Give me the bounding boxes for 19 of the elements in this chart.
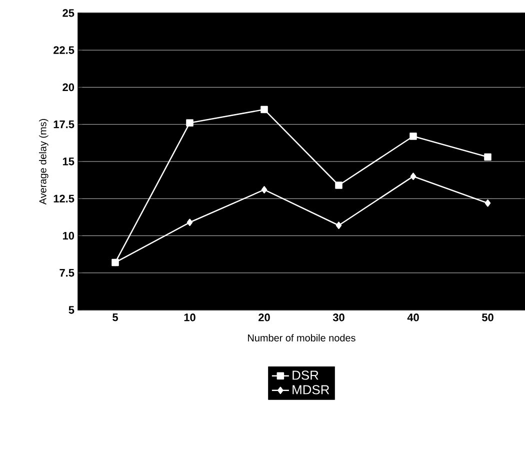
legend-label: DSR bbox=[292, 370, 318, 380]
y-tick-label: 25 bbox=[62, 9, 74, 17]
y-tick-label: 17.5 bbox=[54, 120, 74, 128]
y-tick-label: 15 bbox=[62, 158, 74, 166]
x-tick-label: 20 bbox=[258, 314, 270, 322]
legend-label: MDSR bbox=[292, 385, 330, 394]
x-tick-label: 40 bbox=[407, 314, 419, 322]
x-tick-label: 30 bbox=[332, 314, 344, 322]
y-tick-label: 10 bbox=[62, 232, 74, 240]
y-tick-label: 22.5 bbox=[54, 46, 74, 54]
x-tick-label: 5 bbox=[112, 314, 118, 322]
x-tick-label: 10 bbox=[184, 314, 196, 322]
y-tick-label: 7.5 bbox=[60, 269, 74, 277]
y-tick-label: 20 bbox=[62, 83, 74, 92]
x-tick-label: 50 bbox=[482, 314, 494, 322]
y-axis-title: Average delay (ms) bbox=[39, 119, 48, 205]
y-tick-label: 5 bbox=[68, 306, 74, 314]
y-tick-label: 12.5 bbox=[54, 194, 74, 203]
x-axis-title: Number of mobile nodes bbox=[248, 334, 356, 342]
